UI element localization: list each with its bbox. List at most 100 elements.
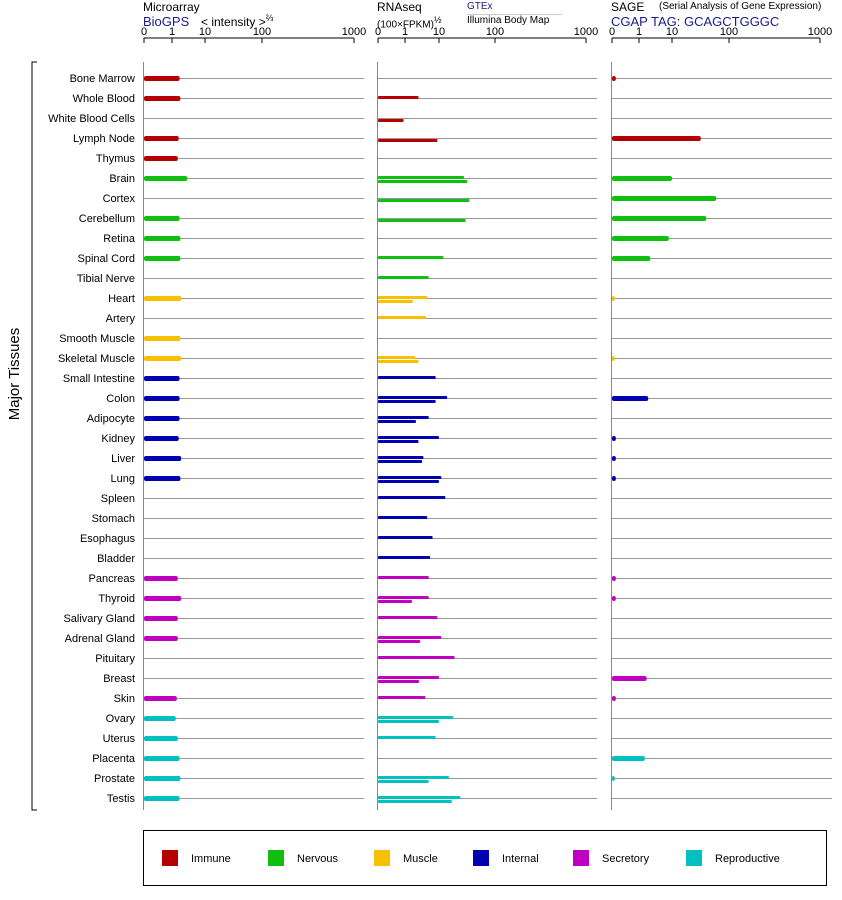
legend-swatch <box>374 850 390 866</box>
microarray-bar <box>144 356 182 361</box>
sage-bar <box>612 436 616 441</box>
sage-bar <box>612 256 651 261</box>
tissue-label: Esophagus <box>80 533 136 545</box>
tissue-label: Spinal Cord <box>78 253 135 265</box>
rnaseq-gtex-bar <box>378 736 436 739</box>
legend-label: Nervous <box>297 853 338 865</box>
rnaseq-ibm-bar <box>378 400 436 403</box>
rnaseq-title: RNAseq <box>377 0 422 14</box>
rnaseq-unit: (100×FPKM)½ <box>377 15 441 30</box>
rnaseq-ibm-bar <box>378 640 421 643</box>
rnaseq-gtex-bar <box>378 556 431 559</box>
tissue-label: Whole Blood <box>73 93 135 105</box>
rnaseq-ibm-bar <box>378 119 404 122</box>
rn-tick-label: 0 <box>375 26 381 38</box>
mi-tick-label: 100 <box>253 26 271 38</box>
tissue-label: Ovary <box>106 713 136 725</box>
tissue-label: Skeletal Muscle <box>58 353 135 365</box>
tissue-label: Placenta <box>92 753 136 765</box>
sage-bar <box>612 696 616 701</box>
rnaseq-ibm-bar <box>378 300 413 303</box>
sage-tag-link[interactable]: CGAP TAG: GCAGCTGGGC <box>611 14 780 29</box>
rnaseq-gtex-bar <box>378 656 455 659</box>
legend-swatch <box>573 850 589 866</box>
tissue-label: Spleen <box>101 493 135 505</box>
microarray-bar <box>144 756 180 761</box>
microarray-unit: < intensity >⅔ <box>201 13 273 29</box>
rnaseq-gtex-bar <box>378 776 449 779</box>
rnaseq-gtex-bar <box>378 436 439 439</box>
rnaseq-ibm-bar <box>378 480 439 483</box>
rnaseq-ibm-bar <box>378 420 416 423</box>
sage-bar <box>612 456 616 461</box>
rnaseq-ibm-bar <box>378 720 439 723</box>
rn-tick-label: 10 <box>433 26 445 38</box>
tissue-label: Artery <box>106 313 136 325</box>
tissue-label: Breast <box>103 673 135 685</box>
sage-bar <box>612 756 645 761</box>
rnaseq-gtex-bar <box>378 316 427 319</box>
microarray-title: Microarray <box>143 0 200 14</box>
tissue-label: Colon <box>106 393 135 405</box>
rnaseq-gtex-bar <box>378 476 442 479</box>
microarray-bar <box>144 436 179 441</box>
microarray-bar <box>144 296 182 301</box>
rnaseq-gtex-bar <box>378 456 424 459</box>
microarray-bar <box>144 576 178 581</box>
rnaseq-ibm-bar <box>378 219 466 222</box>
sage-bar <box>612 476 616 481</box>
rnaseq-gtex-bar <box>378 96 419 99</box>
rnaseq-gtex-bar <box>378 416 429 419</box>
sage-bar <box>612 356 615 361</box>
rnaseq-gtex-bar <box>378 636 442 639</box>
rnaseq-gtex-bar <box>378 396 448 399</box>
tissue-label: Cortex <box>103 193 136 205</box>
tissue-label: Pituitary <box>95 653 135 665</box>
tissue-label: Adrenal Gland <box>65 633 135 645</box>
microarray-bar <box>144 776 181 781</box>
tissue-label: Smooth Muscle <box>59 333 135 345</box>
microarray-bar <box>144 96 181 101</box>
microarray-bar <box>144 596 182 601</box>
tissue-label: Lymph Node <box>73 133 135 145</box>
microarray-bar <box>144 216 180 221</box>
sage-bar <box>612 296 615 301</box>
sage-bar <box>612 136 701 141</box>
legend-label: Secretory <box>602 853 650 865</box>
tissue-label: Brain <box>109 173 135 185</box>
sg-tick-label: 100 <box>720 26 738 38</box>
rnaseq-gtex-bar <box>378 176 465 179</box>
tissue-label: Liver <box>111 453 135 465</box>
legend-label: Reproductive <box>715 853 780 865</box>
tissue-label: Tibial Nerve <box>77 273 135 285</box>
rnaseq-gtex-bar <box>378 796 461 799</box>
tissue-label: Uterus <box>103 733 136 745</box>
mi-tick-label: 1 <box>169 26 175 38</box>
rnaseq-ibm-bar <box>378 199 470 202</box>
rnaseq-source-ibm: Illumina Body Map <box>467 15 550 26</box>
tissue-label: Bone Marrow <box>70 73 135 85</box>
sage-title: SAGE <box>611 0 645 14</box>
sage-bar <box>612 776 615 781</box>
sage-subtitle: (Serial Analysis of Gene Expression) <box>659 1 822 12</box>
microarray-bar <box>144 136 179 141</box>
microarray-bar <box>144 416 180 421</box>
microarray-bar <box>144 236 181 241</box>
microarray-source-link[interactable]: BioGPS <box>143 14 190 29</box>
tissue-label: Pancreas <box>89 573 136 585</box>
rnaseq-ibm-bar <box>378 360 419 363</box>
microarray-bar <box>144 76 180 81</box>
rnaseq-ibm-bar <box>378 180 468 183</box>
microarray-bar <box>144 476 181 481</box>
sage-bar <box>612 196 717 201</box>
rnaseq-source-gtex-link[interactable]: GTEx <box>467 1 493 12</box>
rnaseq-gtex-bar <box>378 576 429 579</box>
tissue-label: Small Intestine <box>63 373 135 385</box>
rnaseq-ibm-bar <box>378 680 420 683</box>
microarray-bar <box>144 336 181 341</box>
rn-tick-label: 100 <box>486 26 504 38</box>
microarray-bar <box>144 176 188 181</box>
rnaseq-gtex-bar <box>378 516 428 519</box>
rnaseq-ibm-bar <box>378 139 438 142</box>
sage-bar <box>612 396 649 401</box>
